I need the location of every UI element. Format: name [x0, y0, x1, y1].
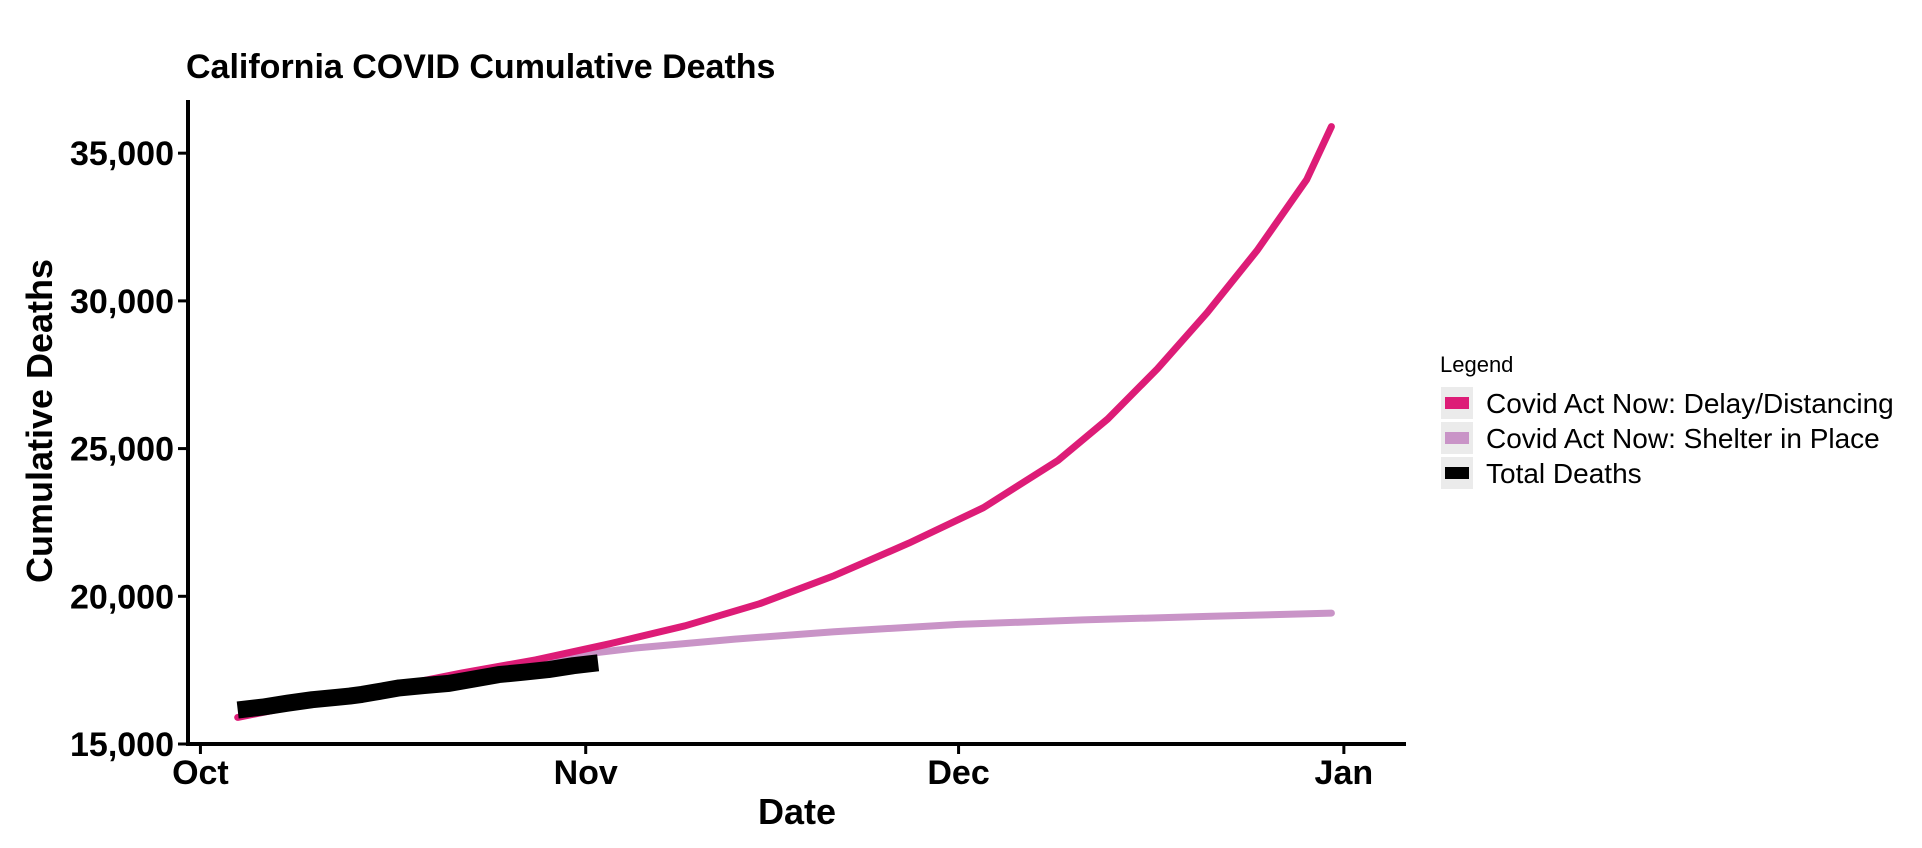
x-axis-title: Date	[758, 791, 836, 832]
x-tick-label: Nov	[554, 754, 618, 792]
chart-title: California COVID Cumulative Deaths	[186, 48, 775, 86]
y-tick-label: 15,000	[70, 726, 174, 764]
x-tick-label: Jan	[1315, 754, 1374, 792]
x-tick-label: Oct	[172, 754, 229, 792]
x-axis: Oct Nov Dec Jan	[172, 744, 1373, 792]
series-line-1	[532, 609, 1335, 664]
y-tick-label: 35,000	[70, 135, 174, 173]
y-axis-title: Cumulative Deaths	[19, 259, 60, 583]
legend-label: Covid Act Now: Delay/Distancing	[1486, 388, 1894, 419]
legend: Legend Covid Act Now: Delay/Distancing Co…	[1440, 352, 1894, 489]
y-tick-label: 25,000	[70, 431, 174, 469]
plot-area	[234, 123, 1335, 721]
legend-label: Total Deaths	[1486, 458, 1642, 489]
series-line-2	[236, 654, 600, 719]
x-tick-label: Dec	[927, 754, 989, 792]
y-tick-label: 30,000	[70, 283, 174, 321]
series-line-0	[234, 123, 1335, 721]
y-tick-label: 20,000	[70, 578, 174, 616]
legend-title: Legend	[1440, 352, 1513, 377]
legend-label: Covid Act Now: Shelter in Place	[1486, 423, 1880, 454]
y-axis: 15,000 20,000 25,000 30,000 35,000	[70, 135, 188, 764]
